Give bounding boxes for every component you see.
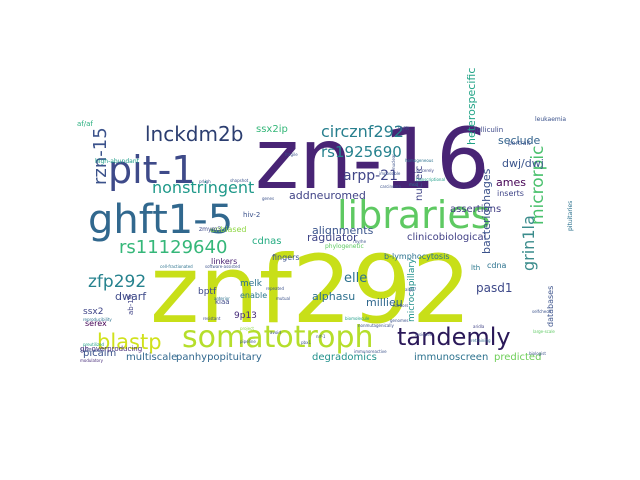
- word-immunoscreen: immunoscreen: [414, 352, 488, 363]
- word-modulatory: modulatory: [80, 358, 104, 363]
- word-ssx2: ssx2: [83, 307, 103, 317]
- word-selfcheck: selfcheck: [532, 309, 551, 314]
- word-repeated: repeated: [266, 286, 284, 291]
- word-reproducibility: reproducibility: [83, 317, 112, 322]
- word-hiv-2: hiv-2: [243, 211, 260, 219]
- word-pbx1: pbx1: [301, 340, 311, 345]
- word-carcinoma: carcinoma: [380, 184, 401, 189]
- word-rhyrhe: rhyrhe: [353, 239, 367, 244]
- word-transcriptional: transcriptional: [416, 177, 445, 182]
- word-dwj-dwj: dwj/dwj: [502, 157, 544, 170]
- word-pasd1: pasd1: [476, 281, 512, 295]
- word-af-af: af/af: [77, 120, 93, 128]
- word-biomolecule: biomolecule: [345, 316, 370, 321]
- word-impossible: impossible: [379, 171, 401, 176]
- word-retraining: retraining: [471, 338, 491, 343]
- word-somatotroph: somatotroph: [182, 320, 374, 355]
- word-fingers: fingers: [272, 253, 300, 262]
- word-addneuromed: addneuromed: [289, 189, 366, 202]
- word-pipeline: pipeline: [240, 339, 256, 344]
- word-rzn-15: rzn-15: [90, 127, 111, 185]
- word-multiscale: multiscale: [126, 352, 177, 363]
- word-sincerely: sincerely: [416, 168, 435, 173]
- word-zmym3: zmym3: [199, 226, 221, 233]
- word-high-abundant: high-abundant: [95, 158, 140, 165]
- word-leukaemia: leukaemia: [535, 116, 566, 123]
- word-alg27: alg27: [405, 287, 417, 292]
- word-ab-19: ab-19: [127, 295, 135, 315]
- word-cell-fractionated: cell-fractionated: [160, 264, 193, 269]
- word-ames: ames: [496, 176, 526, 189]
- word-project: project: [240, 326, 254, 331]
- word-folliculin: folliculin: [474, 126, 503, 134]
- word-zfp292: zfp292: [88, 272, 146, 292]
- word-databases: databases: [546, 286, 555, 327]
- word-biologist: biologist: [529, 351, 546, 356]
- word-resistant: resistant: [203, 316, 221, 321]
- word-genomes: genomes: [390, 318, 408, 323]
- word-9p13: 9p13: [234, 311, 257, 321]
- word-clinicobiological: clinicobiological: [407, 232, 486, 243]
- word-cdnas: cdnas: [252, 236, 282, 247]
- word-alignments: alignments: [312, 224, 374, 237]
- word-preutilized: preutilized: [83, 342, 105, 347]
- word-anterior: anterior: [214, 296, 230, 301]
- word-portrait: portrait: [508, 140, 531, 147]
- word-harbors: harbors: [393, 303, 408, 308]
- word-nonmutagenically: nonmutagenically: [358, 323, 394, 328]
- word-assertions: assertions: [450, 204, 501, 215]
- word-fragile: fragile: [285, 152, 298, 157]
- word-phylogenetic: phylogenetic: [325, 243, 364, 250]
- word-mutual: mutual: [276, 296, 290, 301]
- word-alphasu: alphasu: [312, 290, 355, 303]
- word-software-assisted: software-assisted: [205, 264, 240, 269]
- word-large-scale: large-scale: [533, 329, 555, 334]
- word-pituitaries: pituitaries: [567, 201, 574, 231]
- word-bacteriophages: bacteriophages: [480, 168, 493, 254]
- word-rs11129640: rs11129640: [119, 237, 227, 258]
- word-lnckdm2b: lnckdm2b: [145, 122, 243, 146]
- word-residues: residues: [415, 332, 432, 337]
- word-lit-lit: lit/lit: [398, 126, 409, 132]
- word-nuclear: nuclear: [391, 154, 396, 169]
- word-homogeneous: homogeneous: [405, 158, 433, 163]
- word-shapshot: shapshot: [230, 178, 249, 183]
- word-ssx2ip: ssx2ip: [256, 124, 288, 135]
- word-mscl: mscl: [409, 182, 418, 187]
- word-lth: lth: [471, 264, 480, 272]
- word-melk: melk: [240, 279, 263, 289]
- word-prl-gh: prl/gh: [199, 179, 211, 184]
- word-panhypopituitary: panhypopituitary: [176, 352, 262, 363]
- word-rs1925690: rs1925690: [321, 143, 402, 161]
- word-aridla: aridla: [473, 324, 485, 329]
- word-enable: enable: [240, 291, 267, 300]
- word-inserts: inserts: [497, 189, 524, 198]
- word-elle: elle: [344, 271, 367, 286]
- word-nrf-1: nrf-1: [316, 334, 326, 339]
- word-cdna: cdna: [487, 261, 507, 270]
- word-avoid: avoid: [270, 330, 281, 335]
- word-2193-amino: 2193 amino: [80, 348, 104, 353]
- word-circznf292: circznf292: [321, 122, 404, 141]
- word-tandemly: tandemly: [397, 323, 511, 351]
- word-genes: genes: [262, 196, 274, 201]
- word-immunoreactive: immunoreactive: [354, 349, 387, 354]
